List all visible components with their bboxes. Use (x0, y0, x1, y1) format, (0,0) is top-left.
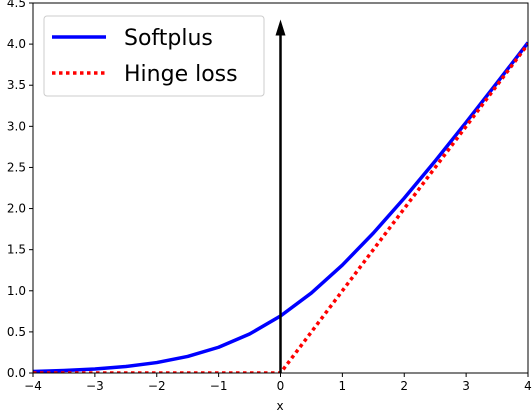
x-tick-label: −2 (148, 379, 166, 393)
x-tick-label: −4 (24, 379, 42, 393)
y-tick-label: 0.5 (7, 325, 26, 339)
legend-label-softplus: Softplus (124, 26, 213, 51)
y-tick-label: 1.5 (7, 243, 26, 257)
legend: Softplus Hinge loss (43, 15, 265, 97)
legend-label-hinge-loss: Hinge loss (124, 62, 238, 87)
y-tick-label: 1.0 (7, 284, 26, 298)
arrow-head (275, 19, 286, 36)
y-tick-label: 2.0 (7, 202, 26, 216)
x-tick-label: 3 (462, 379, 470, 393)
x-tick-label: −3 (86, 379, 104, 393)
y-tick-label: 4.5 (7, 0, 26, 10)
y-tick-label: 2.5 (7, 160, 26, 174)
x-axis-label: x (276, 399, 283, 413)
axes-layer: −4 −3 −2 −1 0 1 2 3 4 0.0 0.5 1.0 1.5 2.0 2.5 3.0 3.5 4.0… (7, 0, 532, 393)
x-tick-label: 1 (339, 379, 347, 393)
y-tick-label: 3.5 (7, 78, 26, 92)
y-tick-label: 3.0 (7, 119, 26, 133)
x-tick-label: 2 (400, 379, 408, 393)
y-tick-label: 0.0 (7, 366, 26, 380)
y-tick-label: 4.0 (7, 37, 26, 51)
x-tick-label: −1 (210, 379, 228, 393)
annotation-layer (275, 19, 286, 373)
x-tick-label: 4 (524, 379, 532, 393)
x-tick-label: 0 (277, 379, 285, 393)
